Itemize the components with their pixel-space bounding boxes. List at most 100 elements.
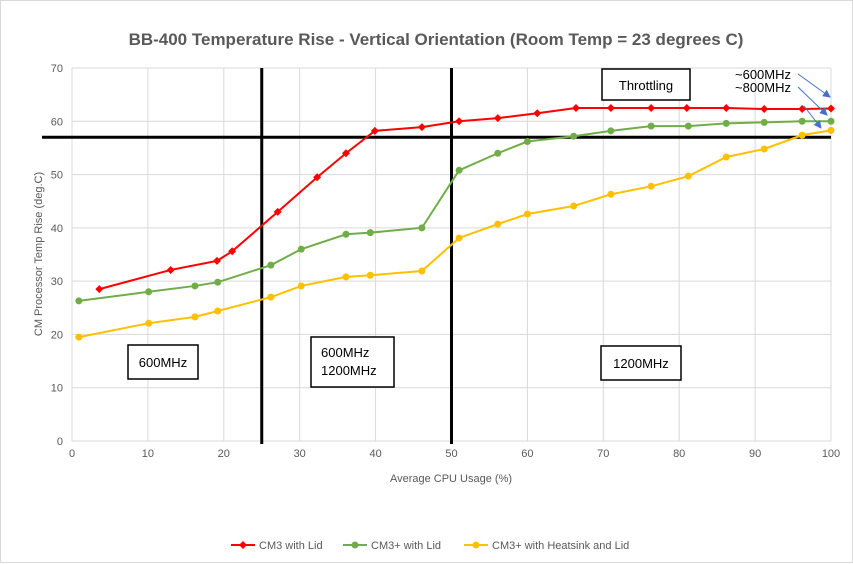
annotation-box-mixed xyxy=(310,336,395,388)
data-point xyxy=(827,126,835,134)
data-point xyxy=(455,117,464,126)
data-point xyxy=(647,122,655,130)
data-point xyxy=(341,149,350,158)
data-point xyxy=(798,117,806,125)
y-tick-label: 50 xyxy=(51,170,63,182)
data-point xyxy=(494,220,502,228)
y-axis-label: CM Processor Temp Rise (deg.C) xyxy=(33,172,45,336)
x-axis-label: Average CPU Usage (%) xyxy=(390,473,512,485)
data-point xyxy=(145,288,153,296)
series-3 xyxy=(75,126,835,341)
data-point xyxy=(342,230,350,238)
annotation-box-600mhz xyxy=(127,344,199,380)
series-line xyxy=(78,120,831,302)
data-point xyxy=(523,138,531,146)
y-tick-label: 70 xyxy=(51,63,63,75)
data-point xyxy=(827,104,835,113)
annotation-600mhz: 600MHz xyxy=(139,355,187,370)
data-point xyxy=(570,202,578,210)
data-point xyxy=(494,149,502,157)
data-point xyxy=(455,234,463,242)
data-point xyxy=(827,117,835,125)
annotation-mixed-600: 600MHz xyxy=(321,345,369,360)
data-point xyxy=(166,265,175,274)
series-line xyxy=(99,106,832,291)
x-tick-label: 10 xyxy=(142,448,154,460)
data-point xyxy=(684,122,692,130)
data-point xyxy=(95,285,104,294)
data-point xyxy=(417,123,426,132)
x-tick-label: 50 xyxy=(445,448,457,460)
annotation-mixed-1200: 1200MHz xyxy=(321,363,377,378)
x-tick-label: 40 xyxy=(369,448,381,460)
data-point xyxy=(722,119,730,127)
data-point xyxy=(267,261,275,269)
data-point xyxy=(418,267,426,275)
y-tick-label: 0 xyxy=(57,436,63,448)
data-point xyxy=(647,103,656,112)
annotation-1200mhz: 1200MHz xyxy=(613,356,669,371)
series-line xyxy=(78,129,832,339)
x-tick-label: 70 xyxy=(597,448,609,460)
data-point xyxy=(214,307,222,315)
legend-label: CM3+ with Lid xyxy=(371,540,441,552)
x-tick-label: 100 xyxy=(822,448,840,460)
series-1 xyxy=(95,103,835,294)
y-tick-label: 60 xyxy=(51,116,63,128)
annotation-800mhz-arrow-label: ~800MHz xyxy=(735,80,791,95)
data-point xyxy=(191,313,199,321)
data-point xyxy=(75,333,83,341)
x-tick-label: 20 xyxy=(218,448,230,460)
arrow-800mhz-1 xyxy=(797,86,828,116)
data-point xyxy=(418,224,426,232)
data-point xyxy=(228,247,237,256)
x-tick-label: 60 xyxy=(521,448,533,460)
data-point xyxy=(145,319,153,327)
annotation-box-1200mhz xyxy=(600,345,682,381)
data-point xyxy=(366,271,374,279)
data-point xyxy=(682,103,691,112)
data-point xyxy=(722,103,731,112)
data-point xyxy=(267,293,275,301)
data-point xyxy=(191,282,199,290)
x-tick-label: 30 xyxy=(294,448,306,460)
data-point xyxy=(607,190,615,198)
annotation-box-throttling xyxy=(601,68,691,101)
legend-marker xyxy=(472,541,480,549)
data-point xyxy=(798,105,807,114)
legend-label: CM3+ with Heatsink and Lid xyxy=(492,540,629,552)
arrow-800mhz-2 xyxy=(803,105,822,129)
data-point xyxy=(722,153,730,161)
data-point xyxy=(75,297,83,305)
data-point xyxy=(606,103,615,112)
legend-label: CM3 with Lid xyxy=(259,540,323,552)
data-point xyxy=(533,109,542,118)
data-point xyxy=(493,114,502,123)
data-point xyxy=(571,103,580,112)
annotation-throttling: Throttling xyxy=(619,78,673,93)
data-point xyxy=(212,256,221,265)
y-tick-label: 40 xyxy=(51,223,63,235)
legend-marker xyxy=(351,541,359,549)
data-point xyxy=(297,282,305,290)
legend-marker xyxy=(239,541,247,549)
data-point xyxy=(760,105,769,114)
arrow-600mhz xyxy=(797,73,831,98)
y-tick-label: 10 xyxy=(51,383,63,395)
annotation-600mhz-arrow-label: ~600MHz xyxy=(735,67,791,82)
data-point xyxy=(214,278,222,286)
series-2 xyxy=(75,117,835,305)
data-point xyxy=(760,118,768,126)
data-point xyxy=(273,207,282,216)
x-tick-label: 80 xyxy=(673,448,685,460)
data-point xyxy=(684,172,692,180)
y-tick-label: 30 xyxy=(51,276,63,288)
data-point xyxy=(342,273,350,281)
data-point xyxy=(760,145,768,153)
data-point xyxy=(647,182,655,190)
data-point xyxy=(297,245,305,253)
data-point xyxy=(523,210,531,218)
data-point xyxy=(366,229,374,237)
